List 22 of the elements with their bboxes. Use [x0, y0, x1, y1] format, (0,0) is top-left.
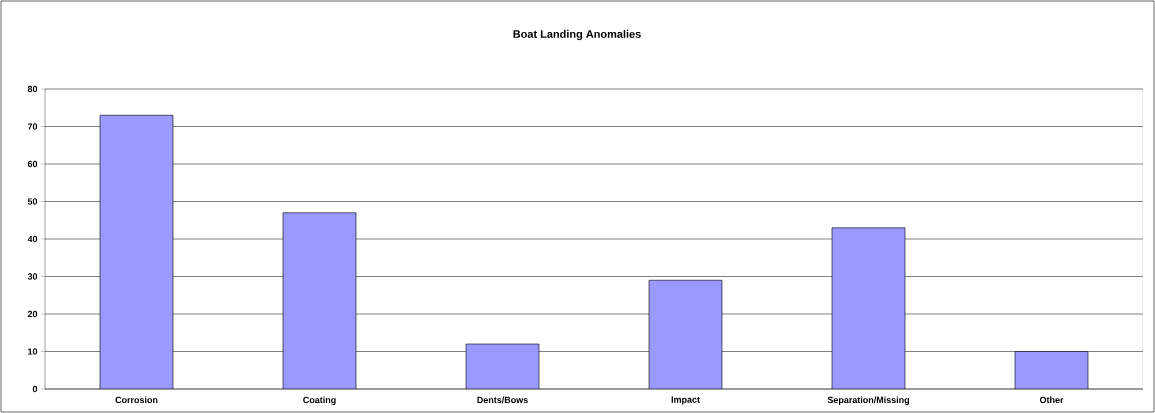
- y-tick-label: 20: [27, 310, 38, 318]
- x-tick-label: Coating: [303, 396, 336, 405]
- x-tick-label: Other: [1039, 396, 1064, 404]
- bar: [648, 279, 723, 389]
- y-tick-label: 60: [27, 160, 38, 168]
- bar: [1014, 351, 1089, 389]
- y-tick-label: 10: [28, 348, 38, 355]
- y-tick-label: 80: [27, 85, 38, 93]
- y-tick-label: 70: [27, 123, 38, 130]
- x-tick-label: Corrosion: [115, 396, 158, 404]
- y-tick-label: 50: [27, 198, 38, 205]
- x-tick-label: Dents/Bows: [477, 396, 528, 404]
- x-tick-label: Impact: [671, 396, 700, 405]
- chart-title: Boat Landing Anomalies: [513, 29, 641, 41]
- x-tick-label: Separation/Missing: [827, 396, 910, 405]
- y-tick-label: 30: [27, 273, 38, 280]
- y-tick-label: 0: [32, 385, 38, 393]
- bar: [465, 343, 540, 389]
- y-tick-label: 40: [27, 235, 38, 243]
- bar: [282, 212, 357, 389]
- bar: [831, 227, 906, 389]
- bar: [99, 114, 174, 389]
